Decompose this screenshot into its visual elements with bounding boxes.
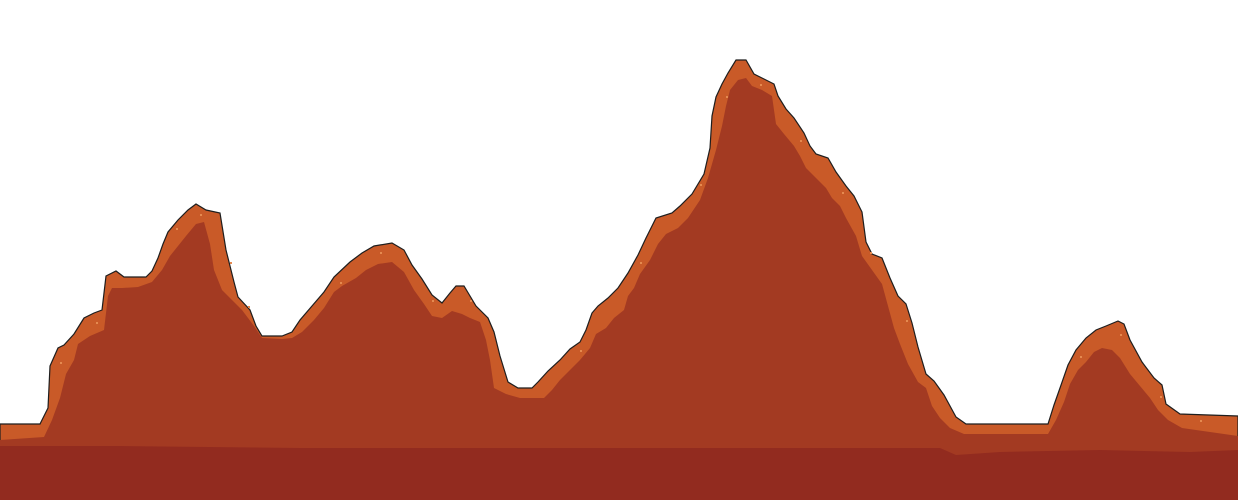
speckle [1120, 334, 1122, 336]
speckle [906, 320, 908, 322]
speckle [842, 192, 844, 194]
speckle [1080, 356, 1082, 358]
speckle [470, 300, 472, 302]
speckle [580, 350, 582, 352]
speckle [760, 84, 762, 86]
speckle [96, 322, 98, 324]
speckle [1200, 420, 1202, 422]
speckle [248, 306, 250, 308]
speckle [800, 140, 802, 142]
ground [0, 446, 1238, 500]
speckle [700, 184, 702, 186]
rim-speckles [60, 84, 1202, 422]
speckle [230, 262, 232, 264]
speckle [340, 282, 342, 284]
speckle [176, 228, 178, 230]
speckle [60, 362, 62, 364]
speckle [870, 252, 872, 254]
speckle [726, 96, 728, 98]
speckle [200, 214, 202, 216]
speckle [1160, 396, 1162, 398]
speckle [432, 300, 434, 302]
speckle [640, 262, 642, 264]
terrain-body [0, 78, 1238, 500]
speckle [380, 252, 382, 254]
